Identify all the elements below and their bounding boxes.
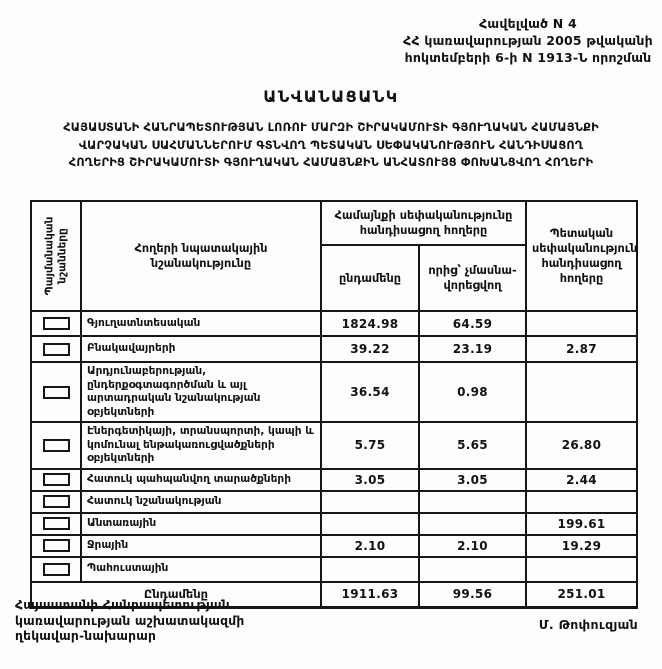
row-total: 3.05	[320, 467, 420, 492]
legend-box	[42, 317, 70, 330]
table-row: Ջրային 2.10 2.10 19.29	[30, 533, 638, 558]
signatory-name: Մ. Թոփուզյան	[538, 617, 638, 632]
table-row: Անտառային 199.61	[30, 511, 638, 536]
row-nonprivatized	[418, 489, 527, 514]
row-total: 39.22	[320, 335, 420, 363]
header-total: ընդամենը	[320, 244, 420, 312]
table-row: Էներգետիկայի, տրանսպորտի, կապի և կոմունա…	[30, 421, 638, 470]
symbol-cell	[30, 533, 82, 558]
row-nonprivatized: 64.59	[418, 310, 527, 337]
row-total: 2.10	[320, 533, 420, 558]
row-state	[525, 310, 638, 337]
row-nonprivatized: 0.98	[418, 361, 527, 423]
table-row: Պահուստային	[30, 555, 638, 583]
header-symbols: Պայմանական նշանները	[30, 200, 82, 312]
legend-box	[42, 438, 70, 452]
symbol-cell	[30, 421, 82, 470]
row-state	[525, 555, 638, 583]
legend-box	[42, 562, 70, 576]
signatory-line-3: ղեկավար-նախարար	[15, 629, 157, 643]
row-total	[320, 555, 420, 583]
row-nonprivatized: 3.05	[418, 467, 527, 492]
row-label: Գյուղատնտեսական	[80, 310, 322, 337]
total-label: Ընդամենը	[30, 580, 322, 609]
signatory-title: Հայաստանի Հանրապետության կառավարության ա…	[15, 598, 244, 645]
total-state: 251.01	[525, 580, 638, 609]
signatory-line-1: Հայաստանի Հանրապետության	[15, 598, 230, 612]
row-label: Անտառային	[80, 511, 322, 536]
row-label: Հատուկ պահպանվող տարածքների	[80, 467, 322, 492]
symbol-cell	[30, 310, 82, 337]
document-subtitle: ՀԱՅԱՍՏԱՆԻ ՀԱՆՐԱՊԵՏՈՒԹՅԱՆ ԼՈՌՈՒ ՄԱՐԶԻ ՇԻՐ…	[0, 119, 662, 172]
subtitle-line-2: ՎԱՐՉԱԿԱՆ ՍԱՀՄԱՆՆԵՐՈՒՄ ԳՏՆՎՈՂ ՊԵՏԱԿԱՆ ՍԵՓ…	[78, 138, 584, 152]
row-nonprivatized	[418, 511, 527, 536]
total-row: Ընդամենը 1911.63 99.56 251.01	[30, 580, 638, 609]
header-nonprivatized: որից՝ չմասնա- վորեցվող	[418, 244, 527, 312]
header-community-group: Համայնքի սեփականությունը հանդիսացող հողե…	[320, 200, 527, 246]
symbol-cell	[30, 555, 82, 583]
row-state: 2.87	[525, 335, 638, 363]
subtitle-line-1: ՀԱՅԱՍՏԱՆԻ ՀԱՆՐԱՊԵՏՈՒԹՅԱՆ ԼՈՌՈՒ ՄԱՐԶԻ ՇԻՐ…	[63, 121, 599, 134]
row-state: 2.44	[525, 467, 638, 492]
table-row: Գյուղատնտեսական 1824.98 64.59	[30, 310, 638, 337]
row-total: 36.54	[320, 361, 420, 423]
row-nonprivatized: 2.10	[418, 533, 527, 558]
row-total	[320, 489, 420, 514]
annex-line-1: Հավելված N 4	[479, 16, 577, 31]
symbol-cell	[30, 467, 82, 492]
row-state: 19.29	[525, 533, 638, 558]
symbol-cell	[30, 489, 82, 514]
row-label: Հատուկ նշանակության	[80, 489, 322, 514]
symbol-cell	[30, 335, 82, 363]
table-row: Հատուկ պահպանվող տարածքների 3.05 3.05 2.…	[30, 467, 638, 492]
document-title: ԱՆՎԱՆԱՑԱՆԿ	[263, 87, 399, 106]
row-nonprivatized: 23.19	[418, 335, 527, 363]
header-state-lands: Պետական սեփականություն հանդիսացող հողերը	[525, 200, 638, 312]
annex-line-3: հոկտեմբերի 6-ի N 1913-Ն որոշման	[404, 50, 652, 65]
row-nonprivatized	[418, 555, 527, 583]
table-row: Արդյունաբերության, ընդերքօգտագործման և ա…	[30, 361, 638, 423]
subtitle-line-3: ՀՈՂԵՐԻՑ ՇԻՐԱԿԱՄՈՒՏԻ ԳՅՈՒՂԱԿԱՆ ՀԱՄԱՅՆՔԻՆ …	[68, 156, 594, 170]
symbol-cell	[30, 511, 82, 536]
total-total: 1911.63	[320, 580, 420, 609]
legend-box	[42, 473, 70, 486]
row-label: Բնակավայրերի	[80, 335, 322, 363]
table-row: Հատուկ նշանակության	[30, 489, 638, 514]
row-total: 1824.98	[320, 310, 420, 337]
legend-box	[42, 385, 70, 399]
row-total: 5.75	[320, 421, 420, 470]
row-label: Էներգետիկայի, տրանսպորտի, կապի և կոմունա…	[80, 421, 322, 470]
symbol-cell	[30, 361, 82, 423]
table-row: Բնակավայրերի 39.22 23.19 2.87	[30, 335, 638, 363]
row-state	[525, 489, 638, 514]
legend-box	[42, 495, 70, 508]
header-purpose: Հողերի նպատակային նշանակությունը	[80, 200, 322, 312]
row-total	[320, 511, 420, 536]
legend-box	[42, 342, 70, 356]
row-nonprivatized: 5.65	[418, 421, 527, 470]
row-state: 26.80	[525, 421, 638, 470]
land-allocation-table: Պայմանական նշանները Հողերի նպատակային նշ…	[30, 200, 638, 609]
legend-box	[42, 517, 70, 530]
row-state	[525, 361, 638, 423]
row-label: Արդյունաբերության, ընդերքօգտագործման և ա…	[80, 361, 322, 423]
annex-reference: Հավելված N 4 ՀՀ կառավարության 2005 թվակա…	[398, 15, 658, 66]
total-nonprivatized: 99.56	[418, 580, 527, 609]
legend-box	[42, 539, 70, 552]
annex-line-2: ՀՀ կառավարության 2005 թվականի	[403, 33, 653, 48]
signatory-line-2: կառավարության աշխատակազմի	[15, 613, 245, 628]
row-state: 199.61	[525, 511, 638, 536]
row-label: Ջրային	[80, 533, 322, 558]
header-symbols-label: Պայմանական նշանները	[43, 216, 69, 296]
row-label: Պահուստային	[80, 555, 322, 583]
